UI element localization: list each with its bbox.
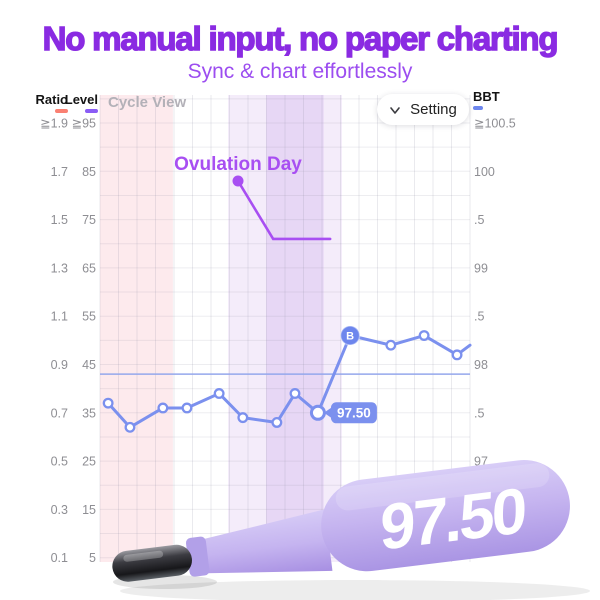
legend-bbt: BBT bbox=[473, 90, 500, 110]
thermometer-display-value: 97.50 bbox=[379, 474, 526, 564]
ovulation-dot bbox=[232, 175, 244, 187]
bbt-badge: B bbox=[339, 325, 361, 346]
bbt-data-point[interactable] bbox=[102, 397, 114, 409]
thermometer-head bbox=[321, 460, 570, 572]
bbt-data-point[interactable] bbox=[385, 339, 397, 351]
thermometer-shadow bbox=[120, 580, 590, 600]
thermometer-tip-highlight bbox=[123, 550, 164, 562]
level-tick-label: 45 bbox=[82, 358, 96, 372]
legend-ratio-dash-icon bbox=[55, 109, 68, 113]
bbt-data-point[interactable] bbox=[237, 412, 249, 424]
level-tick-label: 65 bbox=[82, 261, 96, 275]
bbt-tooltip-value: 97.50 bbox=[337, 405, 371, 420]
bbt-tick-label: 99 bbox=[474, 261, 488, 275]
phase-bands bbox=[100, 95, 342, 562]
legend-ratio: Ratio bbox=[30, 93, 68, 113]
legend-ratio-label: Ratio bbox=[35, 92, 69, 107]
ratio-tick-label: 0.3 bbox=[51, 503, 68, 517]
bbt-tick-label: .5 bbox=[474, 406, 484, 420]
bbt-data-point[interactable] bbox=[213, 388, 225, 399]
level-tick-label: 55 bbox=[82, 310, 96, 324]
level-tick-label: 35 bbox=[82, 406, 96, 420]
ratio-tick-label: 1.7 bbox=[51, 165, 68, 179]
thermometer-head-sheen bbox=[335, 463, 550, 511]
level-tick-label: 75 bbox=[82, 213, 96, 227]
bbt-tick-label: 98 bbox=[474, 358, 488, 372]
phase-ovulation bbox=[266, 95, 324, 562]
legend-bbt-label: BBT bbox=[473, 89, 500, 104]
bbt-data-point[interactable] bbox=[289, 388, 301, 399]
ratio-tick-label: 1.5 bbox=[51, 213, 68, 227]
legend-level-dash-icon bbox=[85, 109, 98, 113]
ovulation-annotation: Ovulation Day bbox=[174, 154, 332, 241]
legend-level-label: Level bbox=[64, 92, 98, 107]
chart-grid bbox=[99, 95, 471, 562]
bbt-data-point[interactable] bbox=[124, 421, 136, 433]
ovulation-pointer-line bbox=[236, 179, 332, 241]
level-tick-label: 85 bbox=[82, 165, 96, 179]
setting-button[interactable]: Setting bbox=[377, 94, 469, 125]
legend-bbt-dash-icon bbox=[473, 106, 483, 110]
thermometer-shaft bbox=[201, 509, 333, 574]
bbt-tick-label: 100 bbox=[474, 165, 495, 179]
bbt-tick-label: .5 bbox=[474, 310, 484, 324]
page-subtitle: Sync & chart effortlessly bbox=[187, 60, 413, 83]
bbt-tooltip: 97.50 bbox=[323, 402, 377, 424]
phase-fertile-window-end bbox=[323, 95, 342, 562]
bbt-data-point[interactable] bbox=[271, 417, 283, 428]
level-tick-label: ≧95 bbox=[72, 117, 96, 131]
ratio-tick-label: ≧1.9 bbox=[40, 117, 68, 131]
page-title: No manual input, no paper charting bbox=[42, 19, 559, 57]
thermometer-collar bbox=[185, 536, 210, 577]
level-tick-label: 15 bbox=[82, 503, 96, 517]
bbt-series: 97.50 B bbox=[102, 325, 472, 433]
thermometer-probe-tip bbox=[112, 544, 192, 582]
legend-level: Level bbox=[60, 93, 98, 113]
y-axis-ratio: ≧1.9 1.7 1.5 1.3 1.1 0.9 0.7 0.5 0.3 0.1 bbox=[40, 117, 68, 566]
level-tick-label: 5 bbox=[89, 551, 96, 565]
phase-period bbox=[100, 95, 173, 562]
ratio-tick-label: 0.7 bbox=[51, 406, 68, 420]
phase-fertile-window-start bbox=[228, 95, 267, 562]
bbt-data-point[interactable] bbox=[451, 349, 463, 361]
ratio-tick-label: 1.3 bbox=[51, 261, 68, 275]
level-tick-label: 25 bbox=[82, 455, 96, 469]
ratio-tick-label: 0.5 bbox=[51, 455, 68, 469]
ratio-tick-label: 0.1 bbox=[51, 551, 68, 565]
bbt-tick-label: ≧100.5 bbox=[474, 117, 516, 131]
bbt-data-point-highlighted[interactable] bbox=[309, 404, 326, 421]
thermometer-image: 97.50 bbox=[112, 460, 590, 600]
cycle-view-button[interactable]: Cycle View bbox=[108, 94, 187, 111]
bbt-data-point[interactable] bbox=[418, 330, 430, 341]
bbt-tick-label: .5 bbox=[474, 213, 484, 227]
y-axis-level: ≧95 85 75 65 55 45 35 25 15 5 bbox=[72, 117, 96, 566]
chevron-down-icon bbox=[390, 106, 400, 114]
ratio-tick-label: 1.1 bbox=[51, 310, 68, 324]
ratio-tick-label: 0.9 bbox=[51, 358, 68, 372]
ovulation-day-label: Ovulation Day bbox=[174, 154, 302, 175]
bbt-data-point[interactable] bbox=[157, 402, 169, 414]
bbt-data-point[interactable] bbox=[181, 402, 193, 414]
bbt-badge-letter: B bbox=[346, 330, 354, 342]
setting-button-label: Setting bbox=[410, 101, 457, 118]
